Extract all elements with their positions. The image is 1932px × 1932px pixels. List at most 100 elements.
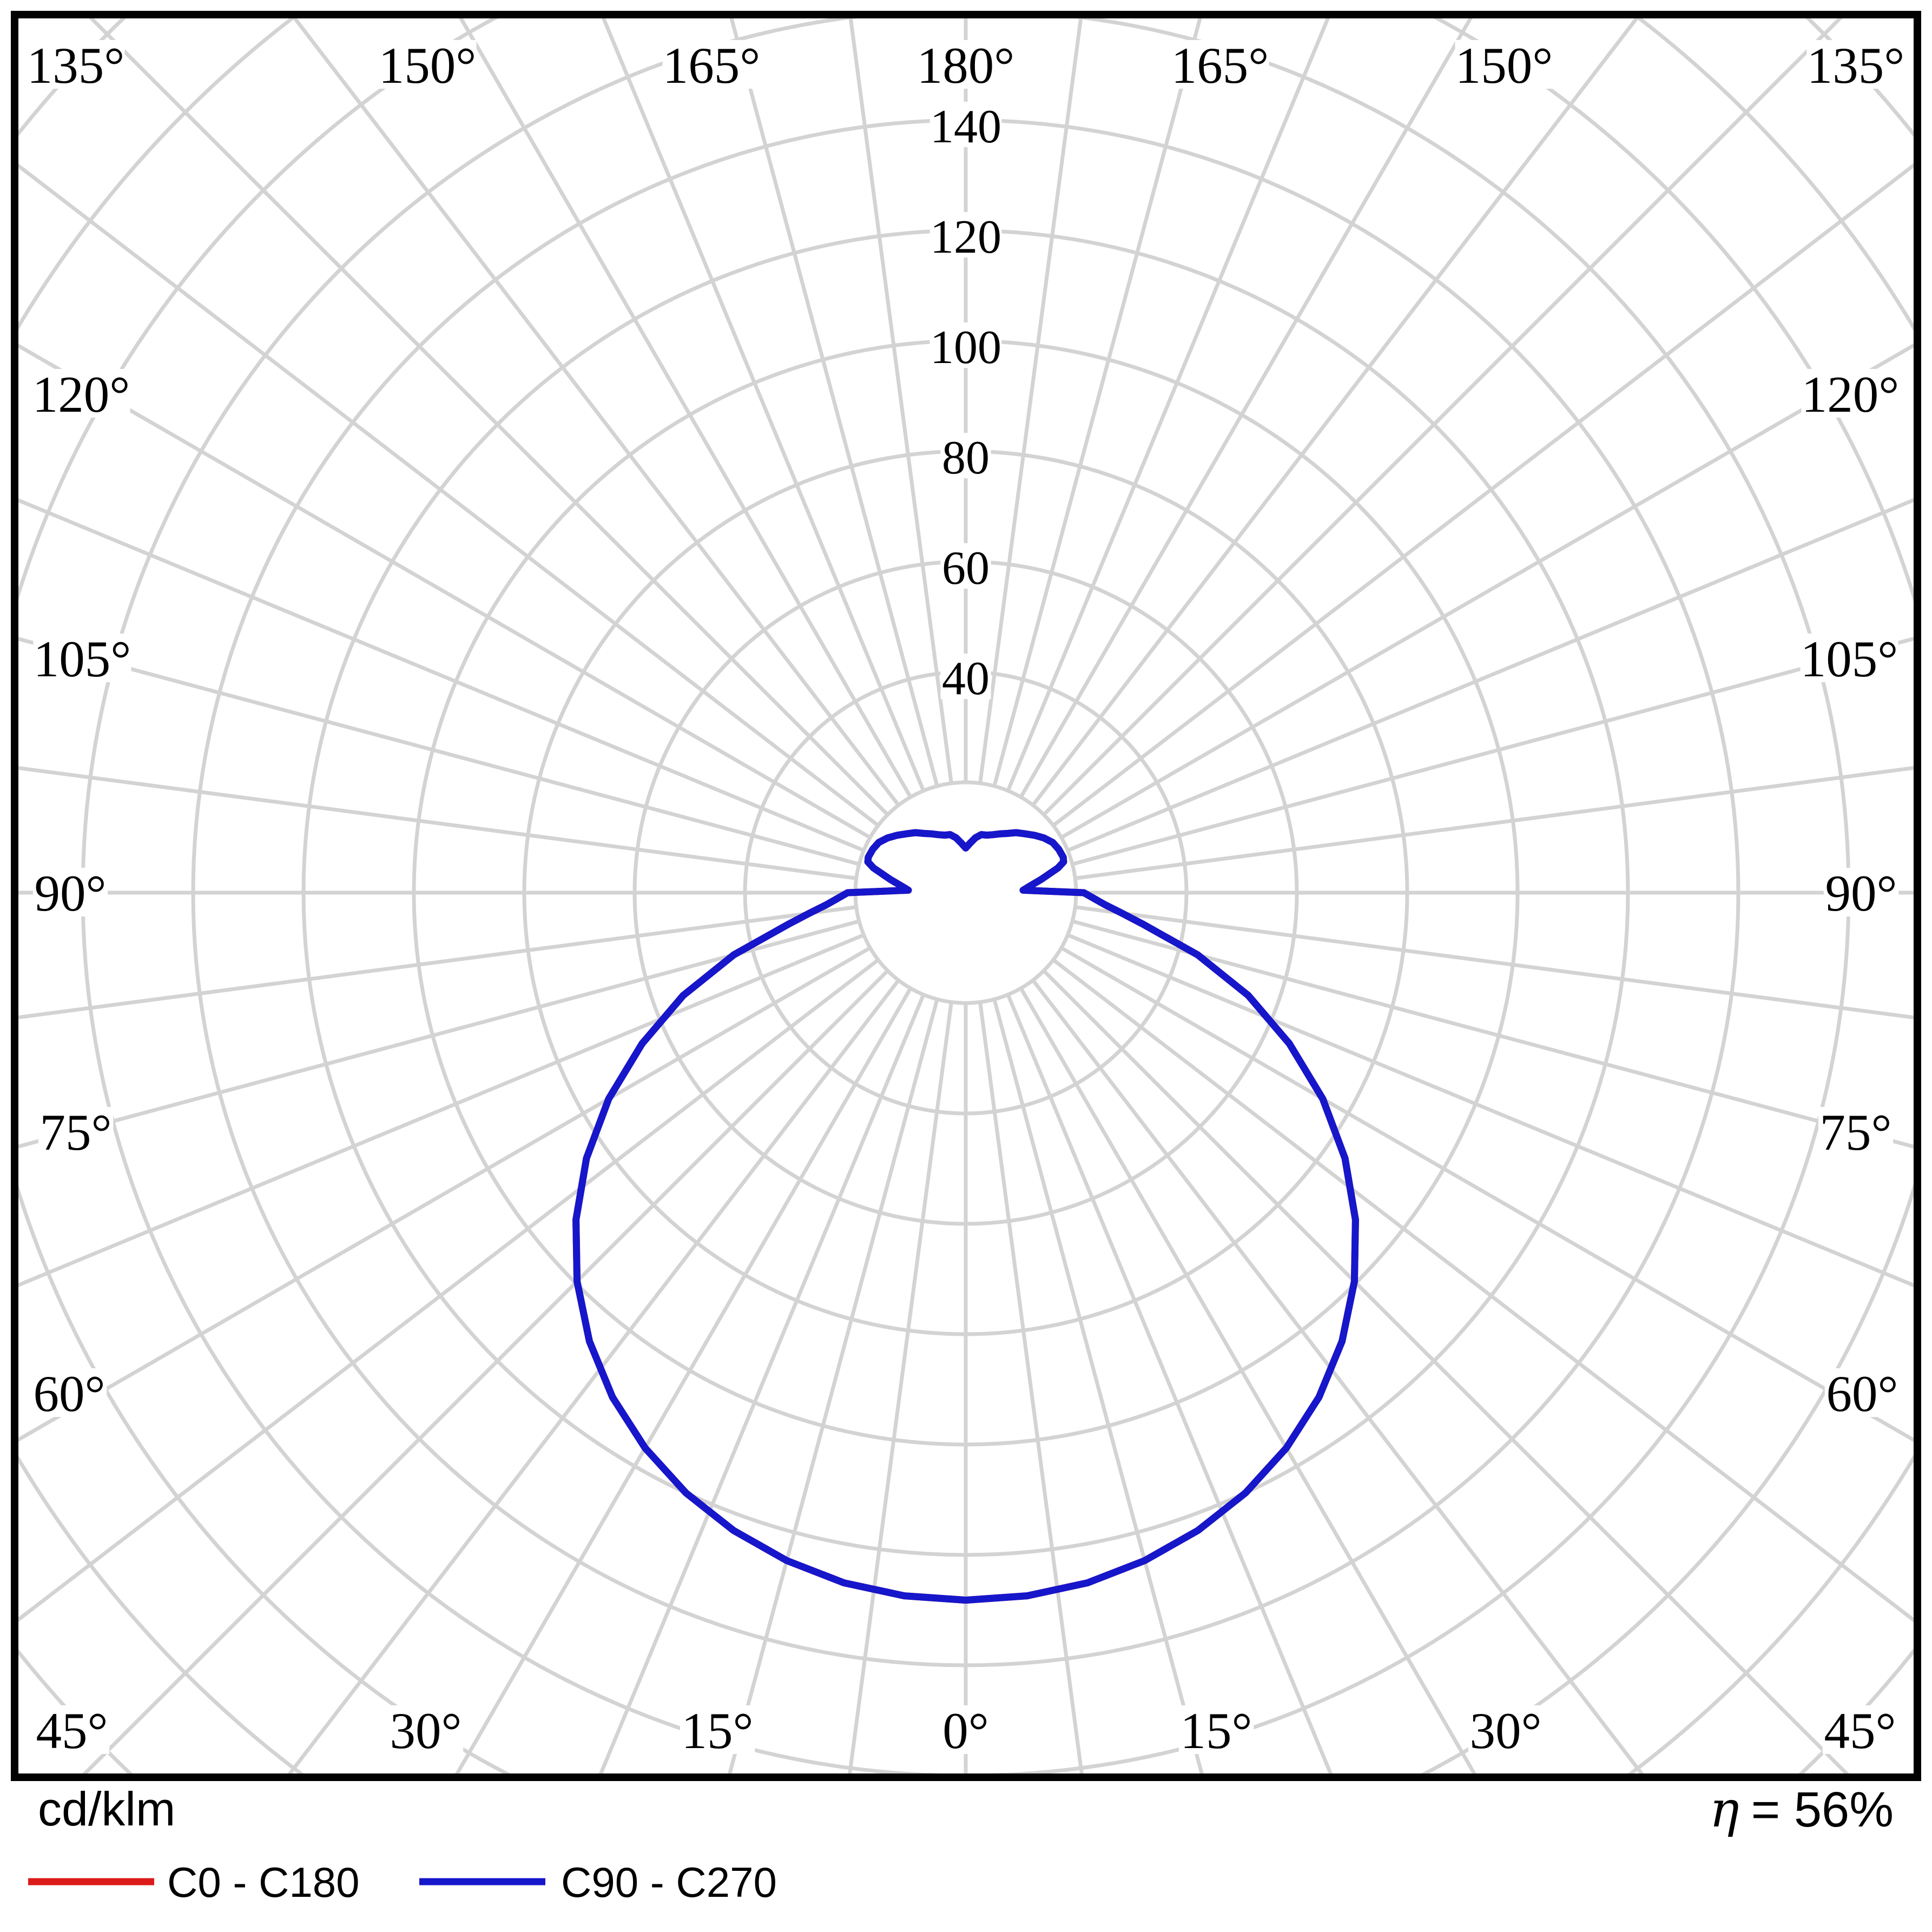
angle-label-bg-14 [1818, 1107, 1894, 1156]
ring-label-100: 100 [930, 321, 1001, 374]
grid-radial-315 [82, 969, 889, 1773]
ring-label-140: 140 [930, 101, 1001, 153]
angle-label-3: 180° [917, 37, 1015, 94]
angle-label-bg-22 [1178, 1705, 1254, 1754]
angle-label-7: 120° [32, 366, 130, 423]
angle-label-13: 75° [40, 1104, 112, 1161]
angle-label-bg-7 [32, 369, 130, 418]
grid-radial-30 [1019, 987, 1476, 1773]
angle-label-1: 150° [379, 37, 477, 94]
angle-label-4: 165° [1171, 37, 1269, 94]
grid-radial-285 [18, 919, 860, 1149]
angle-label-23: 0° [942, 1702, 989, 1759]
angle-label-9: 105° [34, 630, 131, 688]
grid-radial-187.5 [848, 18, 953, 784]
grid-radial-52.5 [1052, 958, 1914, 1623]
ring-label-bg-80 [940, 433, 991, 478]
angle-label-20: 30° [1470, 1702, 1542, 1759]
grid-radial-112.5 [1067, 498, 1914, 853]
angle-label-10: 105° [1801, 630, 1898, 688]
angle-label-8: 120° [1802, 366, 1900, 423]
angle-label-bg-17 [34, 1705, 110, 1754]
intensity-curves [572, 829, 1359, 1604]
angle-label-5: 150° [1455, 37, 1553, 94]
efficiency-label: η = 56% [1709, 1781, 1894, 1838]
grid-radial-262.5 [18, 766, 857, 880]
angle-label-bg-20 [1468, 1705, 1544, 1754]
grid-radial-292.5 [18, 933, 865, 1288]
grid-radial-247.5 [18, 498, 865, 853]
angle-label-bg-3 [916, 40, 1015, 89]
angle-label-bg-18 [1822, 1705, 1898, 1754]
angle-label-bg-5 [1455, 40, 1553, 89]
angle-label-bg-19 [388, 1705, 464, 1754]
ring-label-40: 40 [942, 652, 990, 705]
grid-radial-165 [992, 18, 1202, 787]
angle-label-15: 60° [34, 1365, 105, 1422]
ring-label-bg-140 [929, 102, 1002, 147]
grid-radial-97.5 [1074, 766, 1914, 880]
grid-radial-210 [458, 18, 913, 799]
grid-radial-240 [18, 344, 872, 840]
grid-radial-225 [89, 18, 889, 816]
angle-label-21: 15° [682, 1702, 754, 1759]
angle-label-bg-10 [1800, 634, 1898, 682]
grid-radial-337.5 [598, 994, 926, 1773]
angle-label-14: 75° [1820, 1104, 1892, 1161]
grid-radial-277.5 [18, 905, 857, 1020]
angle-label-0: 135° [27, 37, 125, 94]
grid-radial-322.5 [287, 979, 900, 1773]
grid-radial-45 [1042, 969, 1849, 1773]
angle-label-22: 15° [1181, 1702, 1252, 1759]
grid-radial-67.5 [1067, 933, 1914, 1288]
ring-value-labels: 40 60 80 100 120 140 [929, 101, 1002, 705]
angle-label-bg-2 [662, 40, 761, 89]
grid-radial-330 [455, 987, 913, 1773]
ring-label-60: 60 [942, 542, 990, 595]
angle-label-bg-13 [38, 1107, 114, 1156]
angle-label-bg-6 [1806, 40, 1905, 89]
angle-label-bg-0 [27, 40, 125, 89]
angle-label-bg-1 [378, 40, 477, 89]
grid-radial-150 [1019, 18, 1473, 799]
ring-label-bg-40 [940, 654, 991, 699]
angle-label-bg-23 [940, 1705, 992, 1754]
ring-label-80: 80 [942, 432, 990, 484]
grid-radial-75 [1072, 919, 1914, 1149]
grid-radial-82.5 [1074, 905, 1914, 1020]
angle-label-2: 165° [663, 37, 761, 94]
grid-radial-127.5 [1052, 163, 1914, 827]
grid-radial-345 [728, 999, 939, 1773]
legend-label-c0-c180: C0 - C180 [167, 1858, 360, 1906]
legend-label-c90-c270: C90 - C270 [561, 1858, 777, 1906]
angle-label-bg-4 [1171, 40, 1269, 89]
grid-radial-22.5 [1006, 994, 1333, 1773]
angle-label-bg-21 [680, 1705, 755, 1754]
angle-label-bg-9 [33, 634, 131, 682]
angle-label-12: 90° [1825, 865, 1897, 922]
grid-radial-135 [1042, 18, 1843, 816]
grid-radial-120 [1060, 343, 1914, 840]
grid-radial-172.5 [978, 18, 1083, 784]
eta-symbol: η [1709, 1781, 1739, 1838]
angle-label-11: 90° [35, 865, 107, 922]
grid-radial-37.5 [1031, 979, 1644, 1773]
ring-label-bg-100 [929, 322, 1002, 368]
ring-label-bg-120 [929, 212, 1002, 258]
grid-radial-15 [992, 999, 1204, 1773]
angle-label-17: 45° [36, 1702, 108, 1759]
angle-label-16: 60° [1827, 1365, 1898, 1422]
angle-label-19: 30° [390, 1702, 462, 1759]
angle-label-bg-8 [1801, 369, 1900, 418]
angle-label-bg-12 [1823, 868, 1899, 916]
grid-radial-60 [1060, 946, 1914, 1442]
grid-radial-307.5 [18, 958, 880, 1622]
grid-radial-255 [18, 637, 860, 866]
grid-radial-300 [18, 946, 872, 1442]
grid-radial-142.5 [1031, 18, 1639, 807]
angle-label-bg-11 [32, 868, 108, 916]
ring-label-120: 120 [930, 211, 1001, 263]
angle-tick-labels: 135° 150° 165° 180° 165° 150° 135° 120° 120° 105°… [27, 37, 1905, 1759]
grid-radial-232.5 [18, 163, 880, 827]
